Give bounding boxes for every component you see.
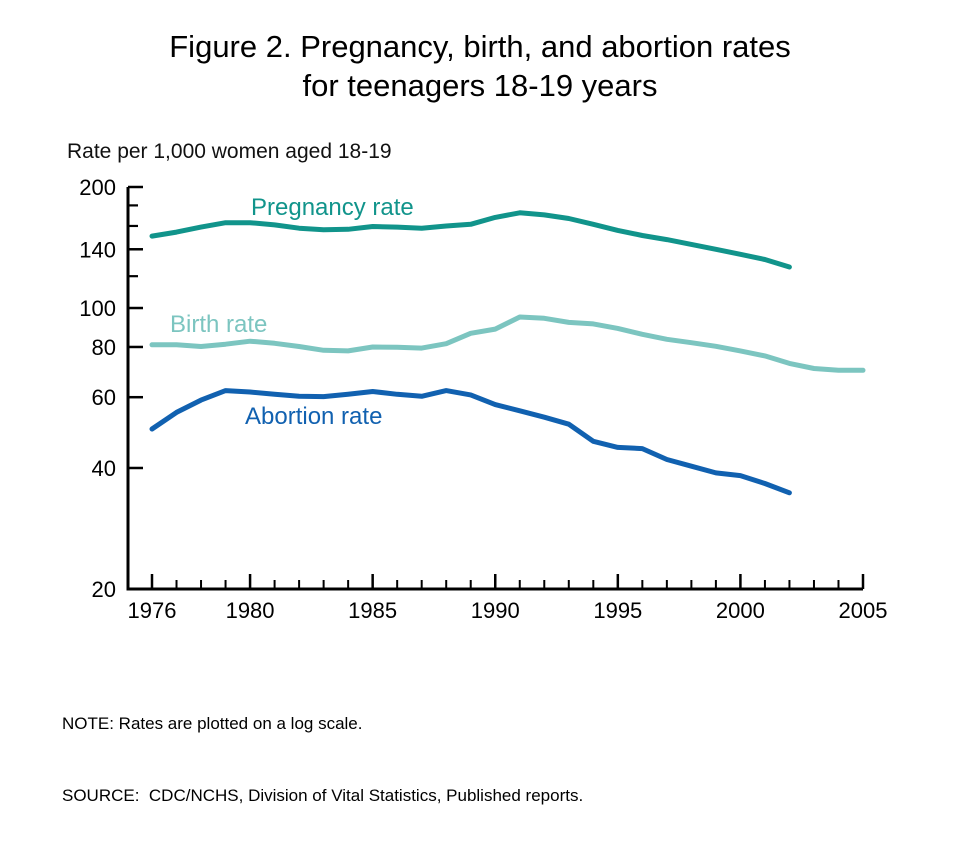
y-tick-label: 40 (92, 456, 116, 481)
y-tick-label: 80 (92, 335, 116, 360)
y-tick-label: 140 (79, 237, 116, 262)
y-tick-label: 20 (92, 577, 116, 602)
series-label-birth-rate: Birth rate (170, 311, 268, 338)
x-tick-label: 1980 (226, 598, 275, 623)
chart-title: Figure 2. Pregnancy, birth, and abortion… (0, 27, 960, 105)
x-tick-label: 2005 (839, 598, 888, 623)
y-tick-label: 60 (92, 385, 116, 410)
series-label-abortion-rate: Abortion rate (245, 403, 383, 430)
footer: NOTE: Rates are plotted on a log scale. … (62, 664, 583, 856)
x-tick-label: 1976 (128, 598, 177, 623)
figure: Figure 2. Pregnancy, birth, and abortion… (0, 27, 960, 805)
x-tick-label: 1990 (471, 598, 520, 623)
series-label-pregnancy-rate: Pregnancy rate (251, 194, 414, 221)
footer-source: SOURCE: CDC/NCHS, Division of Vital Stat… (62, 786, 584, 805)
x-tick-label: 2000 (716, 598, 765, 623)
footer-note: NOTE: Rates are plotted on a log scale. (62, 714, 363, 733)
pregnancy-rate-line (149, 210, 792, 270)
x-tick-label: 1995 (593, 598, 642, 623)
y-tick-label: 100 (79, 296, 116, 321)
y-axis-title: Rate per 1,000 women aged 18-19 (67, 140, 392, 163)
birth-rate-line (149, 314, 866, 373)
chart-title-line1: Figure 2. Pregnancy, birth, and abortion… (169, 29, 791, 64)
plot-area: 200 140 100 80 60 40 20 1976 1980 1985 1990 1995 200… (79, 175, 888, 623)
y-tick-label: 200 (79, 175, 116, 200)
x-tick-label: 1985 (348, 598, 397, 623)
abortion-rate-line (149, 388, 792, 496)
chart-title-line2: for teenagers 18-19 years (302, 68, 658, 103)
axes (126, 187, 863, 591)
